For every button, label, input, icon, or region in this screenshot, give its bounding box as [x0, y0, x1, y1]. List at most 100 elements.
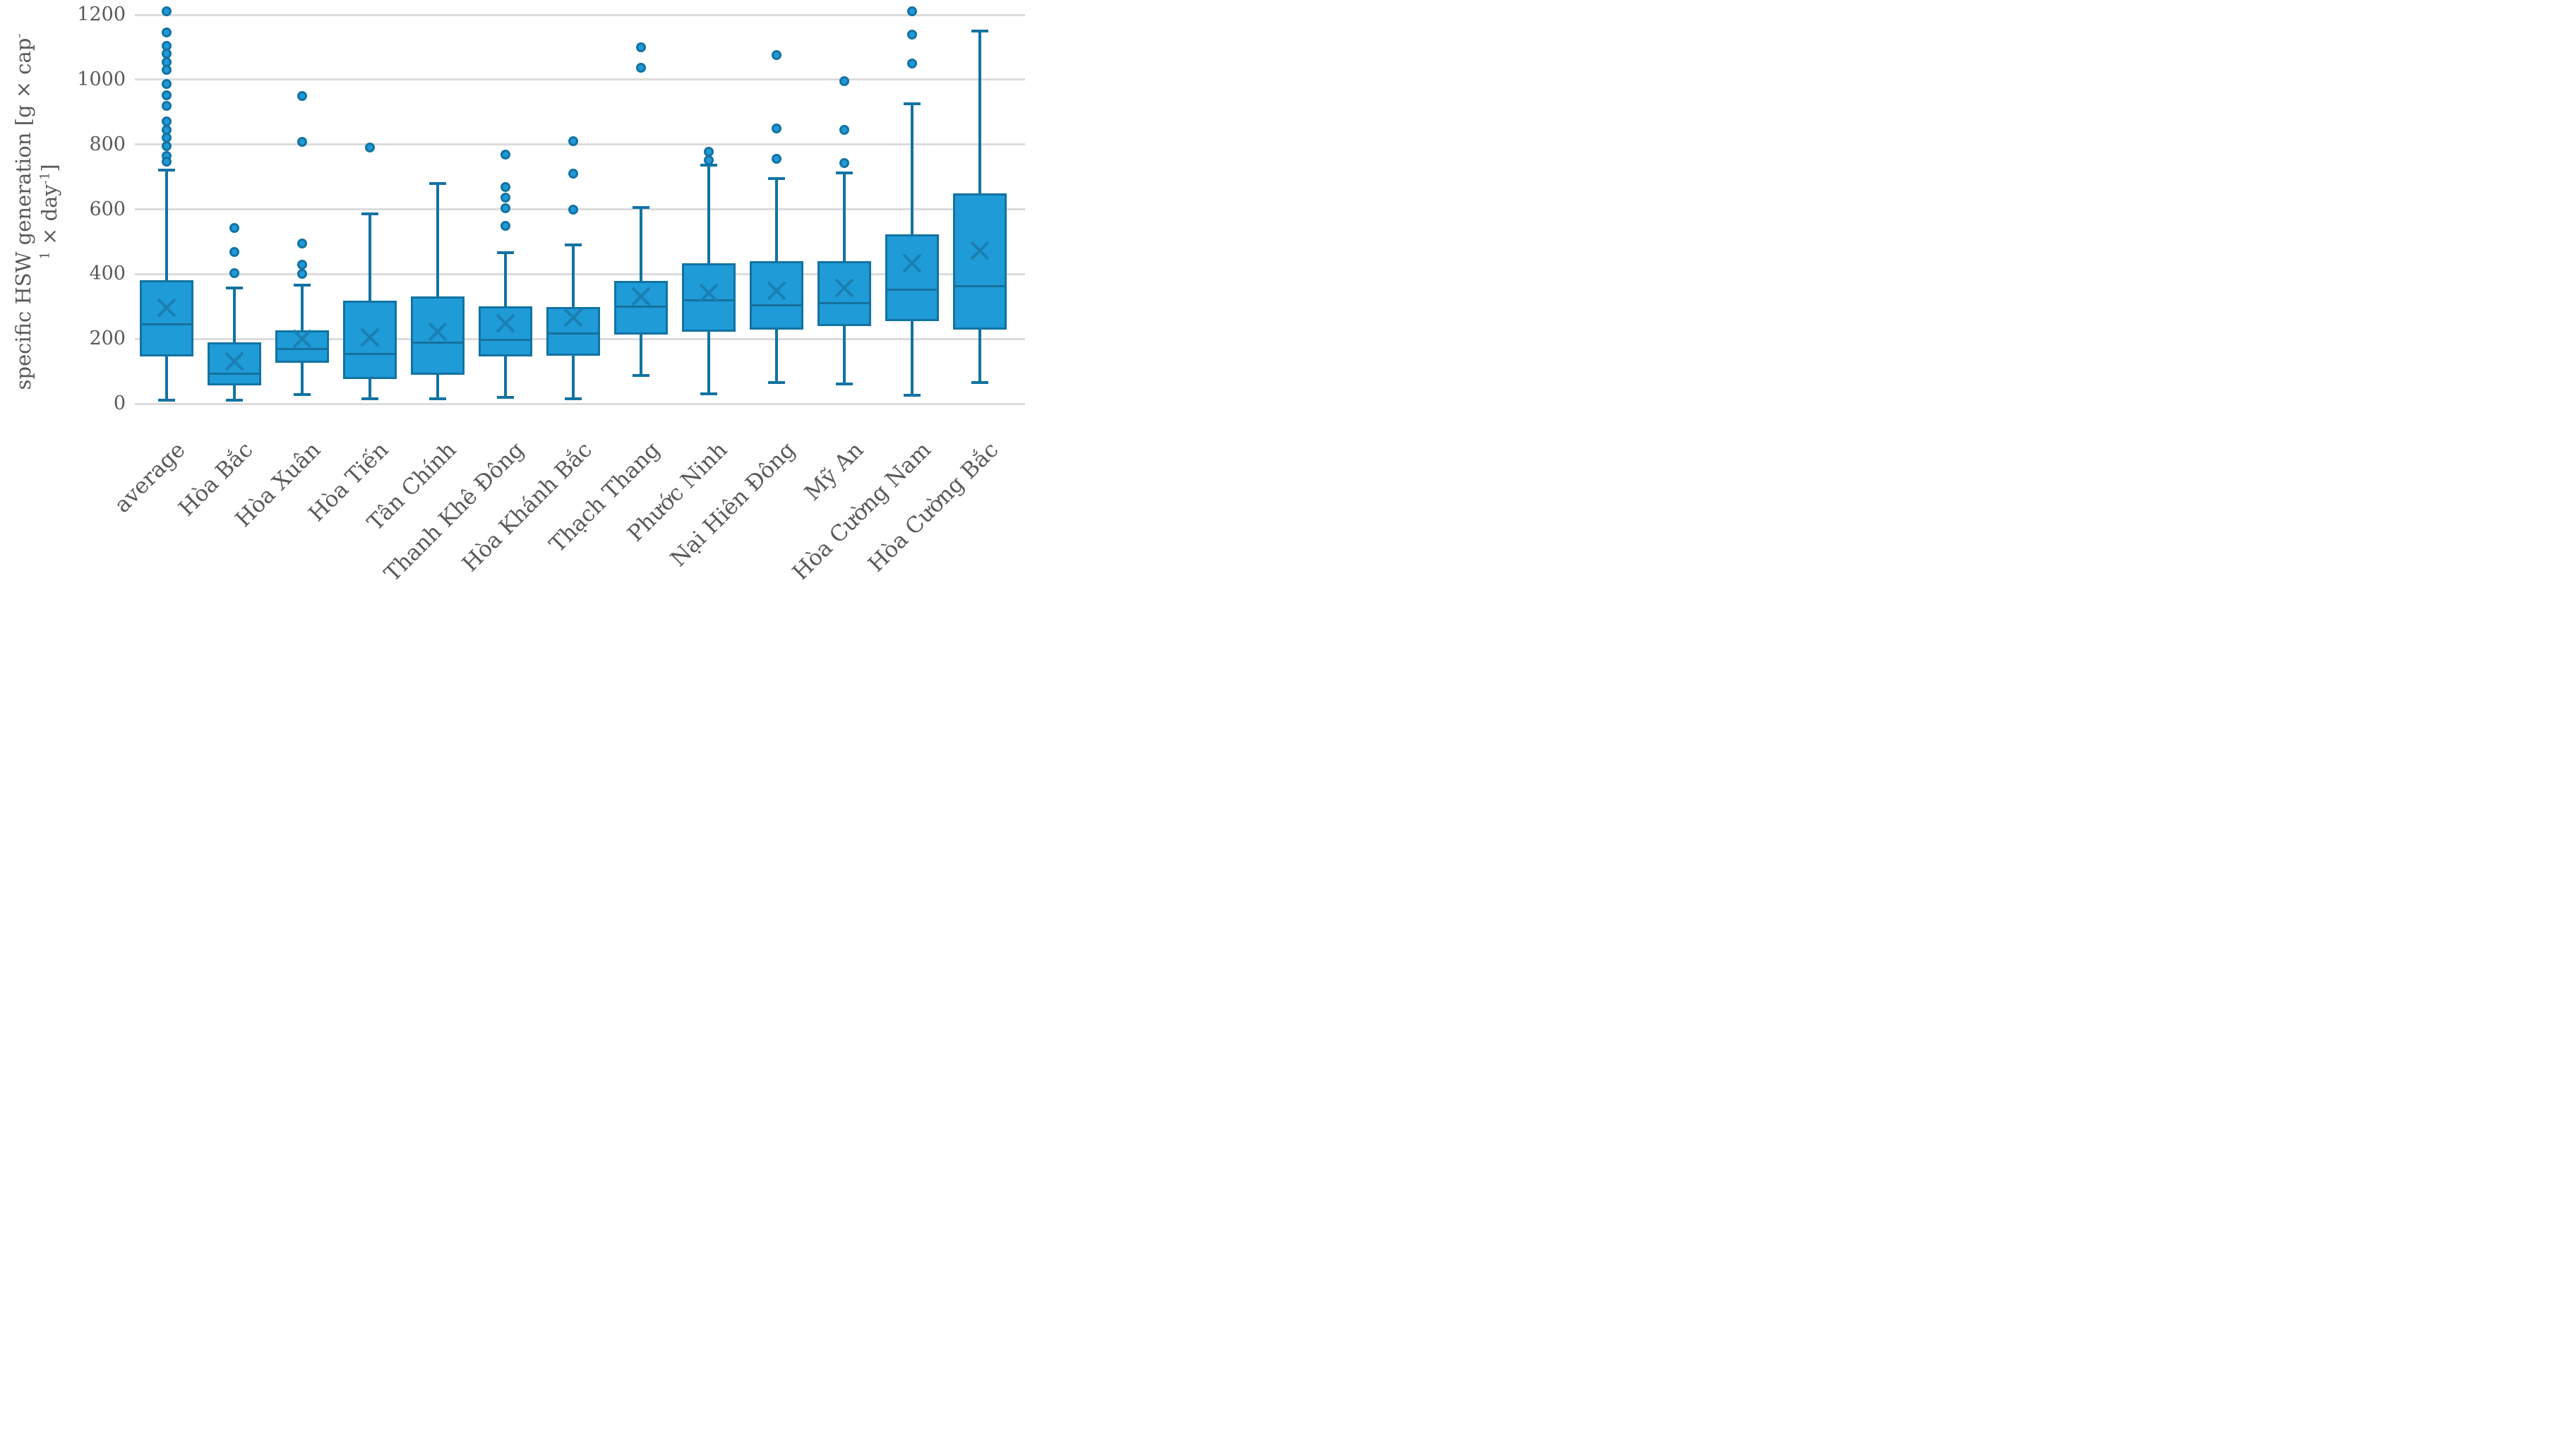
series-11-outlier-dot-2: [907, 58, 917, 68]
series-12-whisker-cap-bottom: [971, 381, 988, 385]
series-8-whisker-cap-bottom: [700, 392, 717, 396]
series-2-mean-marker: [292, 329, 312, 349]
series-1-whisker-cap-top: [226, 286, 243, 289]
series-6-outlier-dot-2: [568, 205, 578, 215]
series-0-outlier-dot-12: [162, 140, 172, 151]
gridline-1000: [135, 78, 1025, 81]
series-8-iqr-box: [682, 263, 736, 332]
y-tick-label-600: 600: [89, 198, 126, 220]
series-0-whisker-cap-top: [158, 169, 175, 172]
series-6-median-line: [549, 332, 598, 335]
series-7-outlier-dot-1: [636, 62, 646, 73]
series-0-mean-marker: [157, 298, 176, 318]
series-5-outlier-dot-1: [501, 182, 510, 193]
series-10-outlier-dot-1: [839, 125, 849, 135]
series-0-outlier-dot-0: [162, 6, 172, 17]
series-0-iqr-box: [140, 279, 193, 356]
series-11-median-line: [887, 288, 937, 291]
y-tick-label-1000: 1000: [77, 68, 126, 90]
series-12-iqr-box: [953, 193, 1007, 330]
series-1-whisker-cap-bottom: [226, 399, 243, 402]
series-4-mean-marker: [428, 322, 448, 342]
series-5-whisker-cap-bottom: [497, 396, 514, 399]
series-1-outlier-dot-2: [229, 268, 239, 279]
series-9-whisker-cap-bottom: [768, 381, 785, 385]
series-5-outlier-dot-3: [501, 203, 510, 214]
series-8-outlier-dot-1: [704, 155, 714, 165]
y-tick-label-200: 200: [89, 327, 126, 350]
series-5-outlier-dot-2: [501, 192, 510, 203]
series-9-median-line: [752, 304, 801, 307]
series-2-whisker-cap-bottom: [294, 393, 311, 397]
series-1-mean-marker: [224, 351, 244, 371]
series-7-mean-marker: [631, 287, 651, 306]
series-11-mean-marker: [902, 253, 922, 273]
series-0-outlier-dot-1: [162, 28, 172, 38]
series-6-mean-marker: [563, 308, 583, 327]
series-2-outlier-dot-2: [297, 238, 307, 248]
series-4-median-line: [413, 341, 462, 344]
series-7-whisker-cap-top: [633, 206, 649, 210]
y-tick-label-1200: 1200: [77, 4, 126, 25]
series-0-outlier-dot-5: [162, 65, 172, 76]
series-0-whisker-cap-bottom: [158, 399, 175, 402]
series-6-whisker-cap-bottom: [565, 397, 582, 401]
series-11-whisker-cap-top: [904, 102, 921, 106]
series-3-whisker-cap-top: [361, 212, 378, 216]
series-5-mean-marker: [496, 313, 515, 333]
series-9-outlier-dot-1: [772, 123, 781, 133]
series-0-outlier-dot-14: [162, 156, 172, 167]
gridline-400: [135, 272, 1025, 275]
gridline-800: [135, 143, 1025, 146]
series-2-median-line: [277, 348, 327, 351]
series-8-mean-marker: [699, 283, 719, 303]
series-3-mean-marker: [360, 327, 380, 347]
series-11-iqr-box: [885, 234, 939, 322]
series-10-mean-marker: [834, 278, 854, 298]
series-10-outlier-dot-0: [839, 76, 849, 87]
series-3-median-line: [345, 353, 395, 356]
series-9-whisker-cap-top: [768, 176, 785, 180]
series-0-outlier-dot-7: [162, 90, 172, 100]
series-9-mean-marker: [767, 281, 786, 301]
series-4-whisker-line: [436, 183, 439, 399]
series-2-outlier-dot-4: [297, 269, 307, 279]
series-2-outlier-dot-3: [297, 260, 307, 270]
series-10-whisker-cap-bottom: [836, 383, 853, 386]
series-1-outlier-dot-1: [229, 247, 239, 258]
series-5-outlier-dot-4: [501, 221, 510, 232]
series-0-median-line: [142, 323, 191, 325]
series-3-whisker-cap-bottom: [361, 397, 378, 401]
series-12-whisker-cap-top: [971, 29, 988, 32]
boxplot-figure: specific HSW generation [g × cap- 1 × da…: [0, 0, 1031, 579]
series-11-outlier-dot-1: [907, 29, 917, 40]
y-tick-label-400: 400: [89, 263, 126, 285]
x-category-label: Hòa Cường Bắc: [863, 437, 1004, 577]
series-11-outlier-dot-0: [907, 6, 917, 17]
series-12-median-line: [955, 284, 1005, 287]
series-5-outlier-dot-0: [501, 150, 510, 160]
x-category-label: Nại Hiên Đông: [665, 437, 801, 572]
y-tick-label-0: 0: [113, 392, 126, 414]
series-4-whisker-cap-bottom: [429, 397, 446, 400]
series-1-median-line: [210, 373, 259, 375]
gridline-600: [135, 208, 1025, 210]
y-tick-label-800: 800: [89, 133, 126, 155]
series-9-outlier-dot-2: [772, 154, 781, 164]
series-0-outlier-dot-6: [162, 78, 172, 89]
series-11-whisker-cap-bottom: [904, 393, 921, 397]
series-10-whisker-cap-top: [836, 171, 853, 174]
series-6-outlier-dot-1: [568, 168, 578, 179]
series-7-whisker-cap-bottom: [633, 374, 649, 378]
series-10-median-line: [820, 302, 869, 305]
series-5-median-line: [481, 339, 530, 342]
x-category-label: Mỹ An: [799, 437, 868, 506]
series-2-whisker-cap-top: [294, 284, 311, 287]
series-2-outlier-dot-0: [297, 90, 307, 101]
series-1-outlier-dot-0: [229, 223, 239, 234]
series-5-whisker-cap-top: [497, 251, 514, 255]
series-0-outlier-dot-8: [162, 100, 172, 111]
series-12-mean-marker: [970, 241, 990, 260]
series-6-outlier-dot-0: [568, 136, 578, 147]
series-10-outlier-dot-2: [839, 158, 849, 169]
